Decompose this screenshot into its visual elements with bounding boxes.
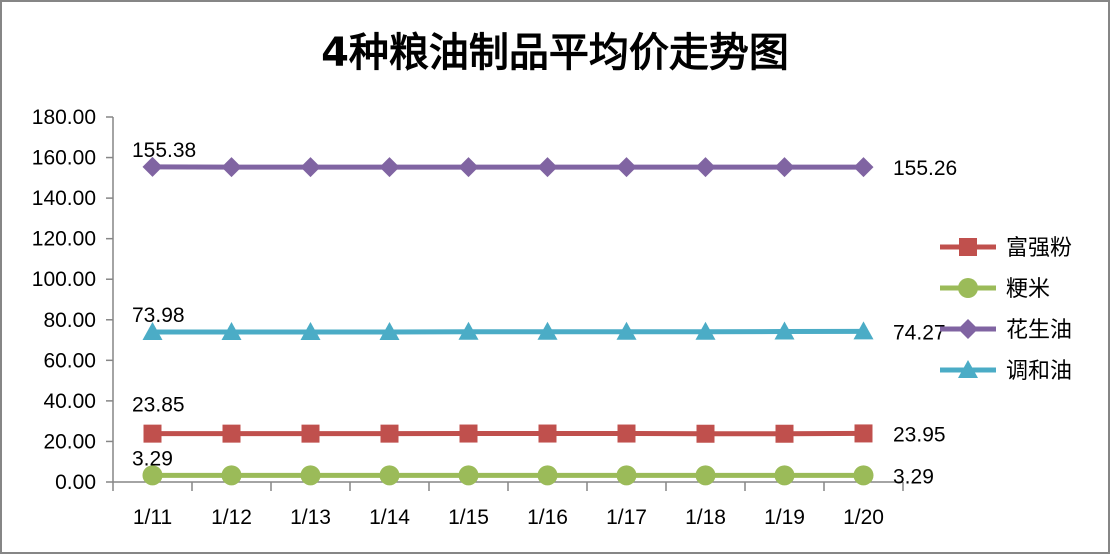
legend-swatch-marker	[958, 319, 978, 339]
y-tick-label: 180.00	[32, 106, 96, 129]
data-point	[142, 321, 163, 340]
legend-item: 花生油	[940, 318, 1072, 343]
data-point	[143, 424, 162, 443]
data-point	[459, 424, 478, 443]
data-labels: 23.85 23.95 3.29 3.29 155.38 155.26 73.98 74.27	[132, 139, 957, 488]
x-tick-label: 1/15	[448, 506, 489, 529]
x-tick-label: 1/11	[133, 506, 172, 529]
data-point	[142, 156, 163, 177]
series-diamond	[142, 156, 874, 178]
legend-label: 粳米	[1006, 277, 1050, 302]
data-point	[538, 424, 557, 443]
data-point	[379, 157, 400, 178]
legend-label: 富强粉	[1006, 236, 1072, 261]
legend-item: 调和油	[940, 359, 1072, 384]
data-point	[300, 157, 321, 178]
data-point	[300, 465, 321, 486]
data-label: 23.85	[132, 394, 185, 417]
data-point	[695, 465, 716, 486]
data-point	[616, 157, 637, 178]
x-tick-label: 1/16	[527, 506, 568, 529]
legend-swatch-marker	[958, 278, 978, 298]
data-point	[853, 157, 874, 178]
data-point	[774, 157, 795, 178]
data-label: 73.98	[132, 304, 185, 327]
x-tick-label: 1/18	[685, 506, 726, 529]
data-point	[458, 157, 479, 178]
data-point	[221, 321, 242, 340]
data-point	[854, 424, 873, 443]
x-tick-label: 1/20	[843, 506, 884, 529]
data-point	[300, 321, 321, 340]
legend-swatch-marker	[958, 360, 978, 378]
data-point	[458, 321, 479, 340]
series-line	[152, 328, 864, 335]
series-triangle	[142, 321, 874, 340]
x-tick-label: 1/14	[369, 506, 410, 529]
axes: 0.00 20.00 40.00 60.00 80.00 100.00 120.00 140.…	[32, 106, 904, 529]
data-point	[774, 465, 795, 486]
data-point	[222, 424, 241, 443]
data-point	[696, 424, 715, 443]
data-point	[221, 157, 242, 178]
data-label: 23.95	[893, 423, 946, 446]
data-label: 3.29	[132, 447, 173, 470]
y-tick-label: 20.00	[43, 430, 96, 453]
y-tick-label: 80.00	[43, 309, 96, 332]
series-circle	[142, 465, 874, 486]
data-point	[695, 321, 716, 340]
x-tick-label: 1/13	[290, 506, 331, 529]
data-point	[221, 465, 242, 486]
data-point	[537, 157, 558, 178]
legend-label: 调和油	[1006, 359, 1072, 384]
data-point	[616, 321, 637, 340]
y-tick-label: 60.00	[43, 349, 96, 372]
legend-label: 花生油	[1006, 318, 1072, 343]
data-point	[774, 321, 795, 340]
data-point	[537, 465, 558, 486]
data-point	[537, 321, 558, 340]
data-point	[616, 465, 637, 486]
x-tick-label: 1/19	[764, 506, 805, 529]
data-point	[775, 424, 794, 443]
data-point	[695, 157, 716, 178]
y-tick-label: 100.00	[32, 268, 96, 291]
data-point	[301, 424, 320, 443]
series-square	[143, 424, 873, 443]
y-tick-label: 140.00	[32, 187, 96, 210]
data-point	[853, 321, 874, 340]
data-point	[617, 424, 636, 443]
data-point	[379, 321, 400, 340]
data-point	[458, 465, 479, 486]
y-tick-label: 120.00	[32, 228, 96, 251]
data-point	[853, 465, 874, 486]
x-tick-label: 1/12	[211, 506, 252, 529]
x-tick-label: 1/17	[606, 506, 647, 529]
y-tick-label: 160.00	[32, 147, 96, 170]
data-label: 155.26	[893, 157, 957, 180]
legend-item: 富强粉	[940, 236, 1072, 261]
data-point	[142, 465, 163, 486]
data-label: 3.29	[893, 465, 934, 488]
chart-title: 4种粮油制品平均价走势图	[321, 30, 789, 76]
legend-swatch-marker	[959, 238, 977, 256]
series-layer	[142, 156, 874, 486]
data-label: 155.38	[132, 139, 196, 162]
data-point	[379, 465, 400, 486]
y-tick-label: 40.00	[43, 390, 96, 413]
y-tick-label: 0.00	[55, 471, 96, 494]
legend-item: 粳米	[940, 277, 1050, 302]
data-point	[380, 424, 399, 443]
data-label: 74.27	[893, 321, 946, 344]
